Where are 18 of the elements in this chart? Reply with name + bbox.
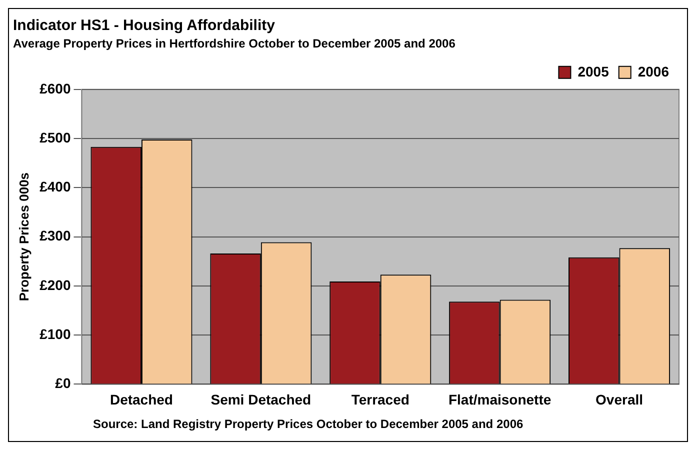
chart-title: Indicator HS1 - Housing Affordability [13, 17, 276, 34]
x-tick-label: Flat/maisonette [448, 391, 552, 408]
y-tick-label: £200 [40, 276, 71, 293]
chart-subtitle: Average Property Prices in Hertfordshire October to December 2005 and 2006 [13, 36, 456, 51]
x-tick-label: Overall [596, 391, 644, 408]
y-tick-label: £0 [55, 375, 71, 392]
y-tick-label: £400 [40, 178, 71, 195]
y-tick-label: £500 [40, 129, 71, 146]
x-tick-label: Terraced [351, 391, 410, 408]
source-note: Source: Land Registry Property Prices October to December 2005 and 2006 [92, 417, 524, 431]
y-tick-label: £100 [40, 326, 71, 342]
x-tick-label: Semi Detached [210, 391, 312, 408]
legend-label: 2005 [578, 63, 610, 80]
y-tick-label: £300 [40, 228, 71, 244]
y-axis-title: Property Prices 000s [16, 172, 32, 302]
legend-label: 2006 [638, 63, 670, 80]
x-tick-label: Detached [110, 391, 173, 408]
y-tick-label: £600 [40, 80, 71, 96]
